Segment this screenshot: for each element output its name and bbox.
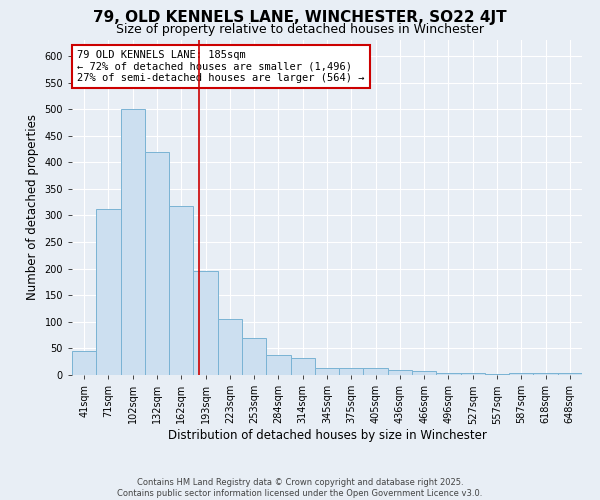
Text: Size of property relative to detached houses in Winchester: Size of property relative to detached ho… [116, 22, 484, 36]
Bar [145, 152, 169, 375]
Bar [242, 338, 266, 375]
Bar [461, 374, 485, 375]
Bar [436, 373, 461, 375]
Bar [315, 368, 339, 375]
Bar [364, 368, 388, 375]
Bar [339, 368, 364, 375]
Bar [558, 373, 582, 375]
Bar [121, 109, 145, 375]
Text: 79 OLD KENNELS LANE: 185sqm
← 72% of detached houses are smaller (1,496)
27% of : 79 OLD KENNELS LANE: 185sqm ← 72% of det… [77, 50, 365, 83]
Bar [412, 370, 436, 375]
Bar [266, 356, 290, 375]
X-axis label: Distribution of detached houses by size in Winchester: Distribution of detached houses by size … [167, 429, 487, 442]
Bar [193, 272, 218, 375]
Bar [533, 374, 558, 375]
Bar [290, 358, 315, 375]
Bar [509, 373, 533, 375]
Y-axis label: Number of detached properties: Number of detached properties [26, 114, 39, 300]
Text: 79, OLD KENNELS LANE, WINCHESTER, SO22 4JT: 79, OLD KENNELS LANE, WINCHESTER, SO22 4… [93, 10, 507, 25]
Bar [169, 206, 193, 375]
Bar [388, 370, 412, 375]
Text: Contains HM Land Registry data © Crown copyright and database right 2025.
Contai: Contains HM Land Registry data © Crown c… [118, 478, 482, 498]
Bar [485, 374, 509, 375]
Bar [218, 319, 242, 375]
Bar [96, 209, 121, 375]
Bar [72, 351, 96, 375]
